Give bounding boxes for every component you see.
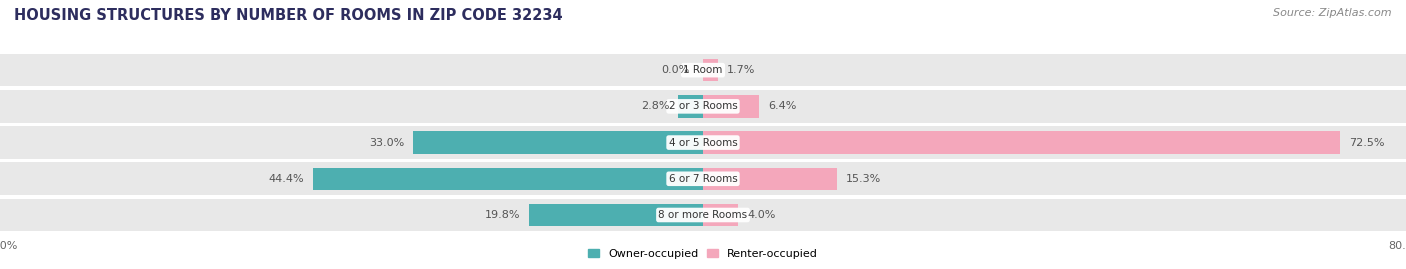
Bar bbox=[703, 131, 1340, 154]
Text: 6 or 7 Rooms: 6 or 7 Rooms bbox=[669, 174, 737, 184]
Text: 0.0%: 0.0% bbox=[662, 65, 690, 75]
Bar bbox=[703, 168, 838, 190]
Text: 4.0%: 4.0% bbox=[747, 210, 775, 220]
Bar bbox=[678, 95, 703, 118]
Text: Source: ZipAtlas.com: Source: ZipAtlas.com bbox=[1274, 8, 1392, 18]
Text: 6.4%: 6.4% bbox=[768, 101, 796, 111]
Bar bbox=[529, 204, 703, 226]
Bar bbox=[0, 199, 1406, 231]
Text: 1 Room: 1 Room bbox=[683, 65, 723, 75]
Bar bbox=[0, 162, 1406, 195]
Text: HOUSING STRUCTURES BY NUMBER OF ROOMS IN ZIP CODE 32234: HOUSING STRUCTURES BY NUMBER OF ROOMS IN… bbox=[14, 8, 562, 23]
Text: 8 or more Rooms: 8 or more Rooms bbox=[658, 210, 748, 220]
Bar bbox=[314, 168, 703, 190]
Text: 15.3%: 15.3% bbox=[846, 174, 882, 184]
Bar bbox=[703, 59, 718, 81]
Text: 19.8%: 19.8% bbox=[485, 210, 520, 220]
Text: 4 or 5 Rooms: 4 or 5 Rooms bbox=[669, 137, 737, 148]
Bar bbox=[413, 131, 703, 154]
Text: 1.7%: 1.7% bbox=[727, 65, 755, 75]
Text: 33.0%: 33.0% bbox=[368, 137, 405, 148]
Legend: Owner-occupied, Renter-occupied: Owner-occupied, Renter-occupied bbox=[583, 245, 823, 263]
Bar bbox=[0, 54, 1406, 86]
Bar bbox=[0, 90, 1406, 123]
Text: 2 or 3 Rooms: 2 or 3 Rooms bbox=[669, 101, 737, 111]
Text: 44.4%: 44.4% bbox=[269, 174, 304, 184]
Bar bbox=[703, 95, 759, 118]
Bar bbox=[0, 126, 1406, 159]
Bar bbox=[703, 204, 738, 226]
Text: 2.8%: 2.8% bbox=[641, 101, 669, 111]
Text: 72.5%: 72.5% bbox=[1348, 137, 1385, 148]
